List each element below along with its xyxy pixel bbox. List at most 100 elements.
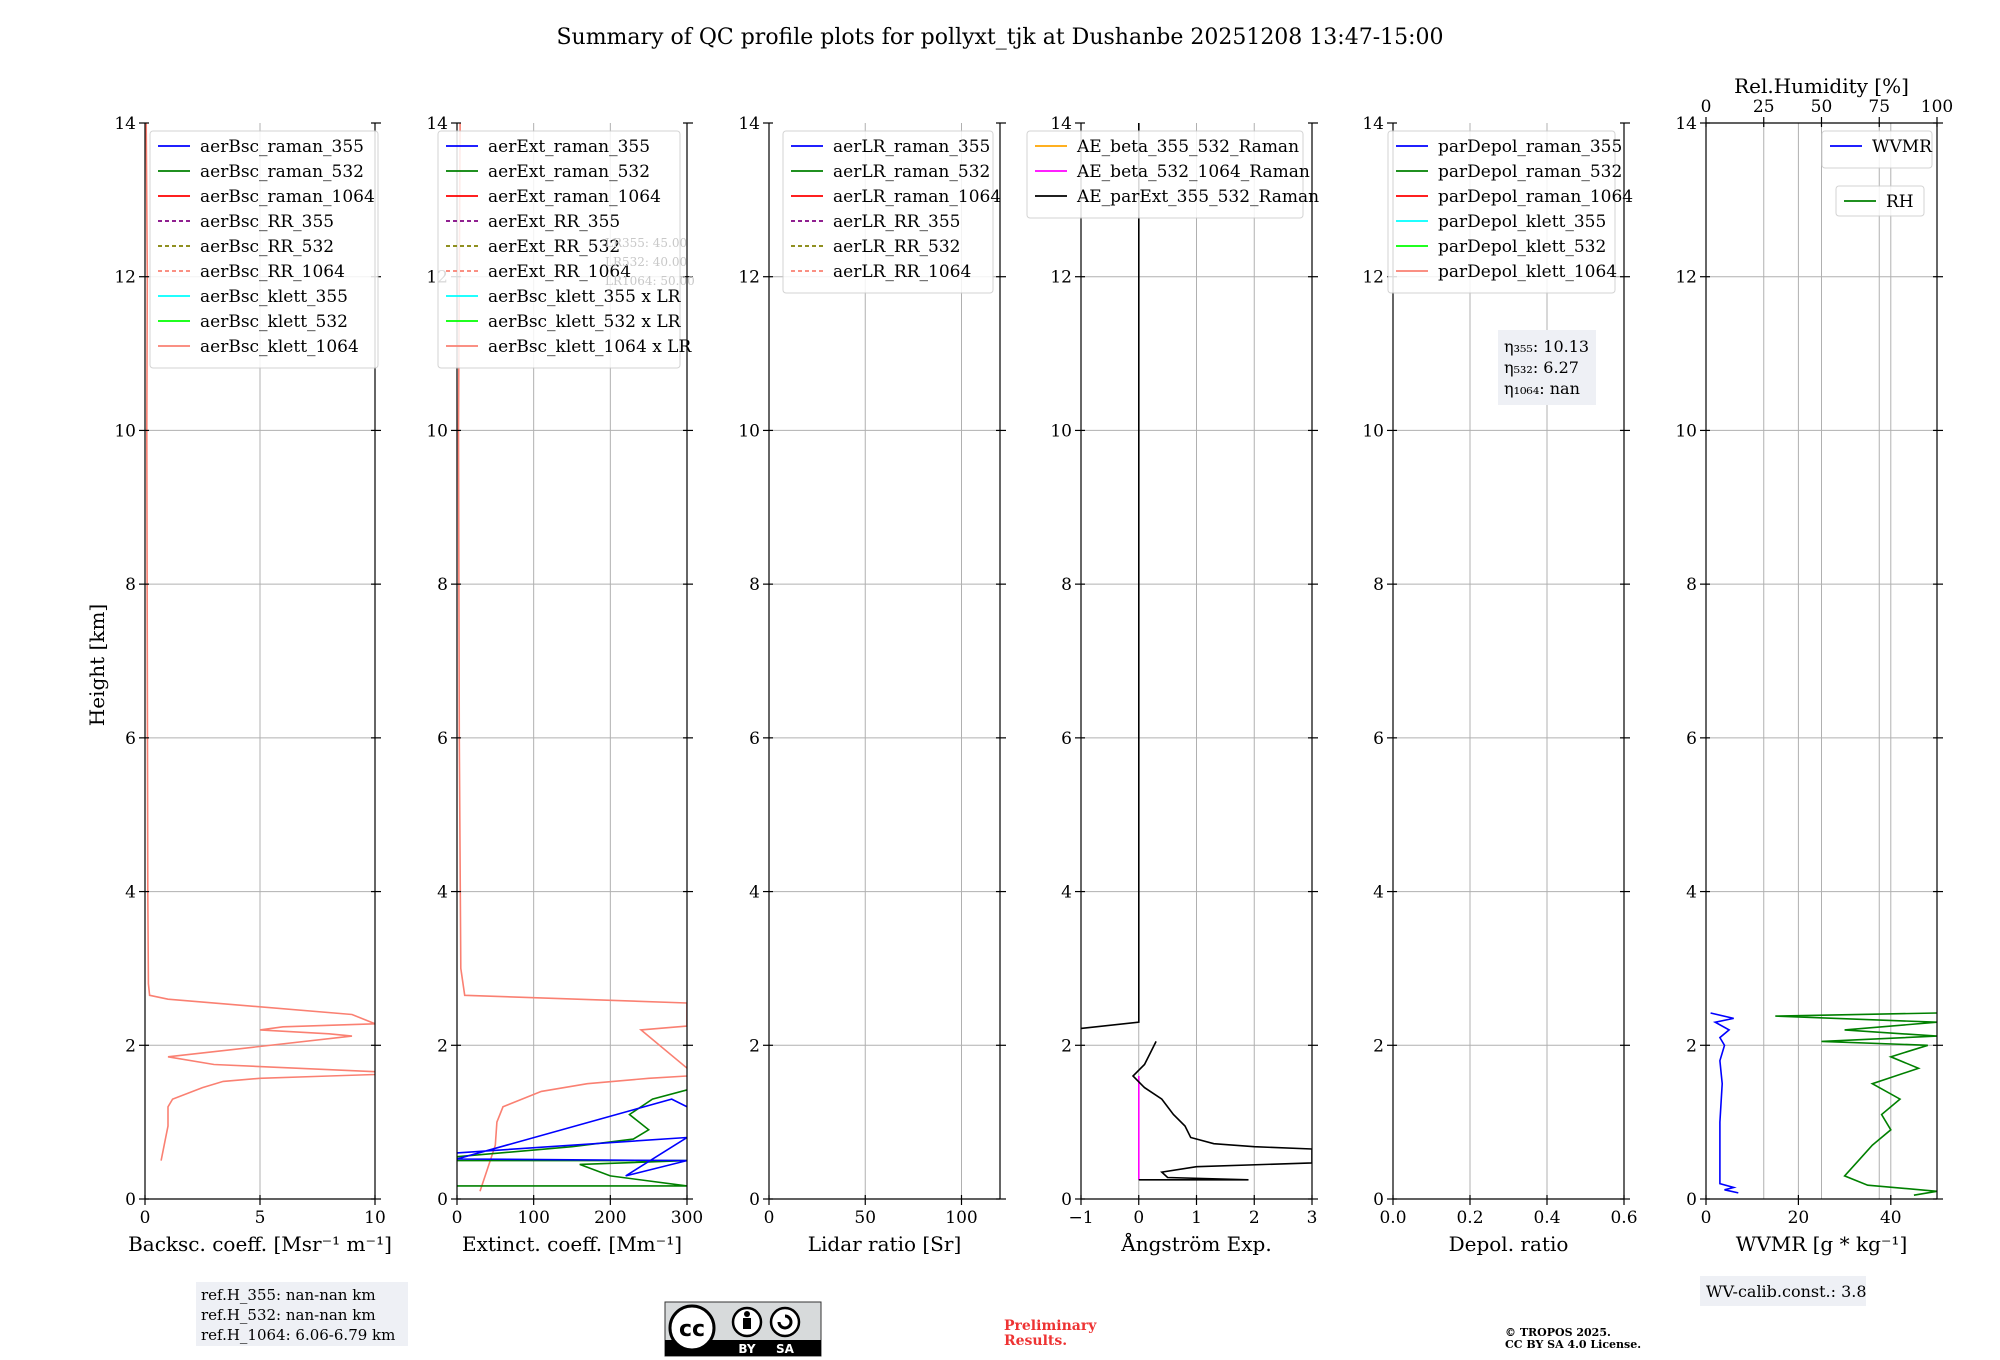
sa-share-icon bbox=[769, 1306, 801, 1338]
y-tick-label: 0 bbox=[1061, 1190, 1072, 1210]
legend-box bbox=[437, 130, 681, 369]
x-tick-label: −1 bbox=[1068, 1208, 1093, 1228]
x-tick-label: 300 bbox=[671, 1208, 703, 1228]
y-tick-label: 12 bbox=[1362, 268, 1384, 288]
series-line-rh bbox=[1775, 1012, 1937, 1196]
legend-label: AE_beta_355_532_Raman bbox=[1076, 137, 1299, 157]
legend-label: aerBsc_raman_532 bbox=[200, 162, 364, 182]
ref-line-1064: ref.H_1064: 6.06-6.79 km bbox=[201, 1326, 395, 1344]
legend-label: AE_beta_532_1064_Raman bbox=[1076, 162, 1310, 182]
y-tick-label: 4 bbox=[1686, 883, 1697, 903]
legend-label: parDepol_klett_532 bbox=[1438, 237, 1606, 257]
chart-panel-5: 0 2 4 6 8 10 12 14 0.0 0.2 0.4 0.6 Depol. ratio parDe… bbox=[1362, 114, 1637, 1256]
lr-annotation: LR532: 40.00 bbox=[605, 255, 687, 269]
top-x-tick-label: 0 bbox=[1701, 97, 1712, 117]
legend-box bbox=[1821, 130, 1933, 169]
series-line-aerbsc-klett-1064-x-lr bbox=[457, 123, 687, 1192]
y-tick-label: 10 bbox=[1362, 421, 1384, 441]
legend-box bbox=[1387, 130, 1616, 294]
legend-label: aerExt_RR_1064 bbox=[488, 262, 631, 282]
y-axis-label: Height [km] bbox=[85, 604, 109, 726]
y-tick-label: 2 bbox=[437, 1036, 448, 1056]
legend-label: parDepol_raman_355 bbox=[1438, 137, 1622, 157]
eta-label: η₅₃₂: 6.27 bbox=[1504, 358, 1579, 377]
legend-label: aerBsc_raman_1064 bbox=[200, 187, 375, 207]
legend-label-rh: RH bbox=[1886, 192, 1914, 212]
y-tick-label: 6 bbox=[125, 729, 136, 749]
y-tick-label: 14 bbox=[738, 114, 760, 134]
legend-label: aerLR_raman_355 bbox=[833, 137, 990, 157]
preliminary-line2: Results. bbox=[1004, 1333, 1067, 1349]
x-tick-label: 0.6 bbox=[1610, 1208, 1637, 1228]
legend: AE_beta_355_532_Raman AE_beta_532_1064_Ra… bbox=[1026, 130, 1319, 219]
x-tick-label: 200 bbox=[594, 1208, 626, 1228]
legend-label: aerExt_raman_532 bbox=[488, 162, 650, 182]
y-tick-label: 2 bbox=[125, 1036, 136, 1056]
x-axis-label: Depol. ratio bbox=[1449, 1232, 1569, 1256]
top-x-tick-label: 75 bbox=[1868, 97, 1890, 117]
legend-label: parDepol_klett_355 bbox=[1438, 212, 1606, 232]
top-x-tick-label: 100 bbox=[1921, 97, 1953, 117]
legend-label: aerExt_raman_355 bbox=[488, 137, 650, 157]
y-tick-label: 14 bbox=[1362, 114, 1384, 134]
x-axis-label: Extinct. coeff. [Mm⁻¹] bbox=[462, 1232, 682, 1256]
y-tick-label: 0 bbox=[1686, 1190, 1697, 1210]
series-line-ae-parext-355-532-raman bbox=[1081, 123, 1140, 1030]
y-tick-label: 12 bbox=[114, 268, 136, 288]
legend: aerBsc_raman_355 aerBsc_raman_532 aerBsc_r… bbox=[149, 130, 379, 369]
ref-line-532: ref.H_532: nan-nan km bbox=[201, 1306, 376, 1324]
wv-calib-text: WV-calib.const.: 3.8 bbox=[1706, 1282, 1867, 1301]
y-tick-label: 2 bbox=[1061, 1036, 1072, 1056]
legend-box bbox=[1026, 130, 1304, 219]
legend-label: aerBsc_klett_532 x LR bbox=[488, 312, 682, 332]
series-line-aerext-raman-532 bbox=[457, 1089, 687, 1187]
y-tick-label: 6 bbox=[1061, 729, 1072, 749]
y-tick-label: 4 bbox=[1373, 883, 1384, 903]
chart-panel-3: 0 2 4 6 8 10 12 14 0 50 100 Lidar ratio [Sr] aerLR_r… bbox=[738, 114, 1006, 1256]
legend-label: aerBsc_klett_1064 x LR bbox=[488, 337, 692, 357]
y-tick-label: 10 bbox=[738, 421, 760, 441]
cc-icon bbox=[668, 1304, 716, 1352]
legend-label: aerBsc_RR_355 bbox=[200, 212, 334, 232]
cc-by-text: BY bbox=[738, 1342, 755, 1356]
x-tick-label: 100 bbox=[517, 1208, 549, 1228]
legend-label: aerLR_RR_1064 bbox=[833, 262, 971, 282]
x-tick-label: 10 bbox=[364, 1208, 386, 1228]
legend-label: parDepol_raman_532 bbox=[1438, 162, 1622, 182]
legend-label: AE_parExt_355_532_Raman bbox=[1076, 187, 1319, 207]
x-tick-label: 0.0 bbox=[1379, 1208, 1406, 1228]
y-tick-label: 14 bbox=[1675, 114, 1697, 134]
y-tick-label: 12 bbox=[1675, 268, 1697, 288]
x-tick-label: 0 bbox=[452, 1208, 463, 1228]
legend-label: WVMR bbox=[1872, 137, 1933, 157]
lr-annotation: LR1064: 50.00 bbox=[605, 274, 695, 288]
y-tick-label: 12 bbox=[738, 268, 760, 288]
x-tick-label: 0 bbox=[1701, 1208, 1712, 1228]
y-tick-label: 10 bbox=[1675, 421, 1697, 441]
cc-text: cc bbox=[679, 1317, 705, 1342]
legend-label: aerLR_raman_1064 bbox=[833, 187, 1001, 207]
y-tick-label: 6 bbox=[1373, 729, 1384, 749]
x-tick-label: 100 bbox=[945, 1208, 977, 1228]
x-tick-label: 0.2 bbox=[1456, 1208, 1483, 1228]
y-tick-label: 10 bbox=[426, 421, 448, 441]
y-tick-label: 2 bbox=[749, 1036, 760, 1056]
legend-box bbox=[149, 130, 379, 369]
series-line-wvmr bbox=[1710, 1012, 1739, 1194]
ref-line-355: ref.H_355: nan-nan km bbox=[201, 1286, 376, 1304]
y-tick-label: 14 bbox=[426, 114, 448, 134]
y-tick-label: 14 bbox=[1050, 114, 1072, 134]
legend-label: aerExt_raman_1064 bbox=[488, 187, 661, 207]
y-tick-label: 0 bbox=[749, 1190, 760, 1210]
y-tick-label: 0 bbox=[437, 1190, 448, 1210]
y-tick-label: 2 bbox=[1686, 1036, 1697, 1056]
lr-annotation: LR355: 45.00 bbox=[605, 236, 687, 250]
copyright-line1: © TROPOS 2025. bbox=[1505, 1326, 1611, 1339]
legend: parDepol_raman_355 parDepol_raman_532 parD… bbox=[1387, 130, 1633, 294]
y-tick-label: 10 bbox=[114, 421, 136, 441]
y-tick-label: 2 bbox=[1373, 1036, 1384, 1056]
x-tick-label: 50 bbox=[854, 1208, 876, 1228]
